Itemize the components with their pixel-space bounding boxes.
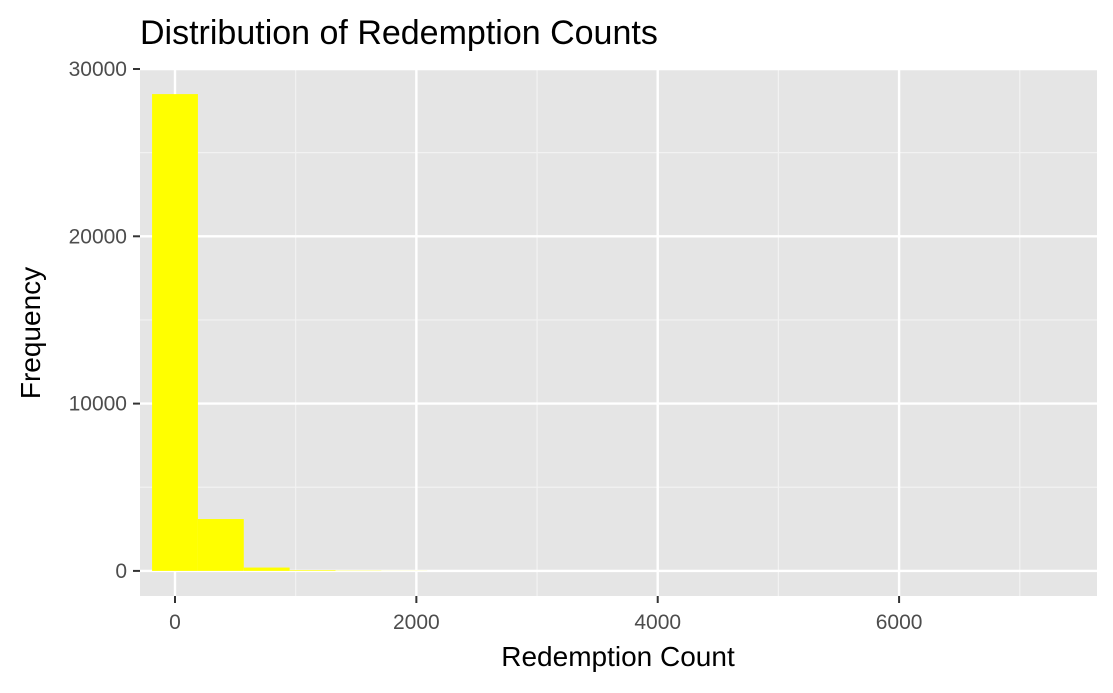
plot-panel: [140, 69, 1097, 596]
x-tick-label: 4000: [634, 611, 681, 634]
x-axis-title: Redemption Count: [501, 641, 735, 672]
histogram-bar: [244, 568, 290, 571]
x-tick-label: 2000: [393, 611, 440, 634]
y-tick-label: 10000: [69, 393, 127, 416]
histogram-bar: [290, 570, 336, 571]
y-tick-label: 20000: [69, 225, 127, 248]
histogram-bar: [152, 94, 198, 571]
y-tick-labels: 0 10000 20000 30000: [69, 58, 127, 583]
chart-title: Distribution of Redemption Counts: [140, 14, 658, 52]
x-tick-label: 6000: [876, 611, 923, 634]
histogram-bar: [198, 519, 244, 571]
y-tick-label: 0: [115, 560, 127, 583]
y-tick-label: 30000: [69, 58, 127, 81]
x-tick-labels: 0 2000 4000 6000: [169, 611, 922, 634]
y-axis-title: Frequency: [15, 267, 46, 399]
x-tick-label: 0: [169, 611, 181, 634]
